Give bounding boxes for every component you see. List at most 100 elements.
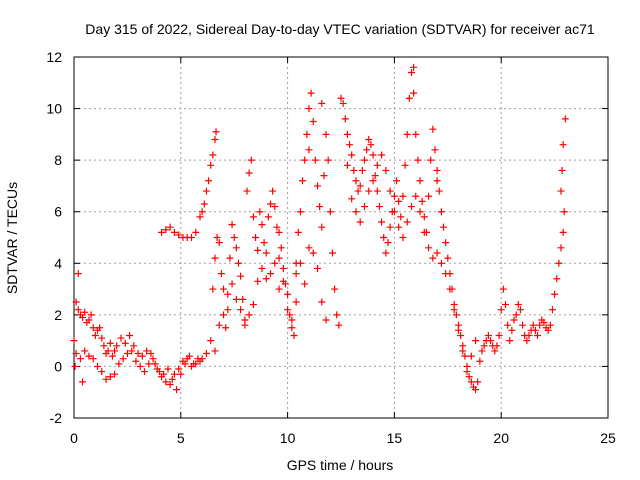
data-point [275,285,283,293]
data-point [320,172,328,180]
data-point [200,200,208,208]
chart-title: Day 315 of 2022, Sidereal Day-to-day VTE… [85,21,595,37]
y-tick-label: -2 [50,410,63,426]
data-point [437,259,445,267]
data-point [386,223,394,231]
data-point [187,362,195,370]
data-point [237,306,245,314]
data-point [540,319,548,327]
data-point [228,280,236,288]
data-point [461,352,469,360]
data-point [267,270,275,278]
data-point [322,130,330,138]
data-point [478,347,486,355]
data-point [211,136,219,144]
data-point [358,166,366,174]
data-series-ac71 [70,63,569,394]
y-tick-label: 4 [54,255,62,271]
data-point [495,331,503,339]
data-point [459,347,467,355]
data-point [192,360,200,368]
data-point [551,290,559,298]
data-point [476,357,484,365]
data-point [303,130,311,138]
data-point [416,208,424,216]
x-tick-label: 20 [493,430,509,446]
data-point [553,275,561,283]
data-point [384,239,392,247]
data-point [519,321,527,329]
data-point [100,342,108,350]
data-point [170,370,178,378]
data-point [382,249,390,257]
data-point [215,321,223,329]
data-point [72,298,80,306]
data-point [301,156,309,164]
data-point [296,208,304,216]
data-point [128,347,136,355]
data-point [260,239,268,247]
data-point [512,311,520,319]
data-point [337,94,345,102]
data-point [371,172,379,180]
data-point [140,368,148,376]
x-tick-label: 10 [280,430,296,446]
data-point [412,192,420,200]
data-point [333,311,341,319]
data-point [435,187,443,195]
data-point [548,306,556,314]
data-point [149,355,157,363]
data-point [442,239,450,247]
y-tick-label: 0 [54,358,62,374]
data-point [510,316,518,324]
data-point [89,324,97,332]
data-point [213,234,221,241]
data-point [143,347,151,355]
data-point [87,311,95,319]
data-point [132,357,140,365]
data-point [117,334,125,342]
data-point [365,136,373,144]
data-point [93,362,101,370]
data-point [373,187,381,195]
data-point [151,360,159,368]
data-point [292,270,300,278]
data-point [245,169,253,177]
data-point [375,203,383,211]
data-point [245,311,253,319]
data-point [557,187,565,195]
data-point [557,244,565,252]
data-point [307,89,315,97]
data-point [318,99,326,107]
y-tick-label: 6 [54,204,62,220]
data-point [271,203,279,211]
data-point [202,187,210,195]
data-point [523,337,531,345]
data-point [356,182,364,190]
data-point [472,386,480,394]
data-point [162,378,170,386]
data-point [134,350,142,358]
data-point [179,357,187,365]
data-point [232,244,240,252]
data-point [277,244,285,252]
data-point [264,213,272,221]
x-axis-label: GPS time / hours [287,457,394,473]
data-point [262,249,270,257]
data-point [346,141,354,149]
data-point [222,324,230,332]
data-point [196,357,204,365]
data-point [106,373,114,381]
data-point [175,365,183,373]
data-point [158,373,166,381]
data-point [484,331,492,339]
x-tick-label: 5 [177,430,185,446]
data-point [164,365,172,373]
data-point [130,342,138,350]
data-point [76,355,84,363]
data-point [258,264,266,272]
data-point [427,156,435,164]
data-point [79,378,87,386]
data-point [324,156,332,164]
data-point [254,277,262,285]
